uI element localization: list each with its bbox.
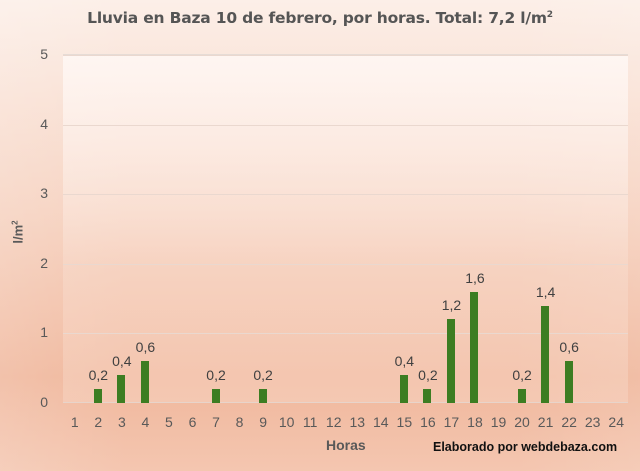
- gridline: [63, 263, 628, 265]
- bar-hour-3: [117, 375, 126, 403]
- data-label: 0,4: [112, 353, 132, 370]
- x-tick-label: 15: [396, 414, 413, 430]
- x-tick-label: 18: [467, 414, 483, 430]
- data-label: 1,2: [441, 297, 462, 314]
- bar-hour-2: [93, 389, 102, 403]
- gridline: [63, 333, 628, 335]
- data-label: 0,4: [394, 353, 415, 370]
- y-tick-label: 2: [40, 254, 48, 271]
- bar-hour-4: [140, 361, 149, 403]
- x-tick-label: 9: [259, 414, 267, 430]
- gridline: [63, 194, 628, 196]
- x-tick-label: 12: [325, 414, 342, 430]
- plot-area: 0,2 0,4 0,6 0,2 0,2 0,4 0,2 1,2 1,6 0,2 1,4 0,6: [63, 54, 628, 403]
- x-axis-line: [63, 402, 628, 403]
- gridline: [63, 124, 628, 126]
- data-label: 0,6: [135, 339, 156, 356]
- x-axis-label: Horas: [326, 437, 366, 453]
- x-tick-label: 3: [117, 414, 126, 430]
- data-label: 0,2: [418, 367, 438, 384]
- x-tick-label: 1: [70, 414, 79, 430]
- data-label: 1,6: [465, 269, 485, 286]
- bar-hour-7: [211, 389, 220, 403]
- x-tick-label: 13: [349, 414, 366, 430]
- x-tick-label: 11: [302, 414, 318, 430]
- credit-annotation: Elaborado por webdebaza.com: [433, 440, 618, 454]
- y-axis-label: l/m2: [10, 220, 26, 244]
- bar-hour-18: [470, 291, 479, 403]
- chart-title: Lluvia en Baza 10 de febrero, por horas.…: [87, 9, 553, 27]
- bar-hour-16: [423, 389, 432, 403]
- y-tick-label: 3: [40, 185, 48, 202]
- x-tick-label: 4: [141, 414, 150, 430]
- bar-hour-9: [258, 389, 267, 403]
- gridline: [63, 55, 628, 56]
- data-label: 0,2: [512, 367, 532, 384]
- data-label: 0,2: [88, 367, 109, 384]
- bar-hour-20: [517, 389, 526, 403]
- y-tick-label: 1: [40, 324, 48, 341]
- x-tick-label: 6: [188, 414, 197, 430]
- y-tick-label: 5: [40, 46, 48, 62]
- x-tick-label: 7: [212, 414, 220, 430]
- x-tick-label: 10: [278, 414, 295, 430]
- x-tick-label: 19: [490, 414, 507, 430]
- bar-hour-17: [446, 319, 455, 403]
- x-tick-label: 2: [94, 414, 103, 430]
- y-tick-label: 0: [40, 394, 48, 410]
- data-label: 0,6: [559, 339, 579, 356]
- x-tick-label: 21: [537, 414, 554, 430]
- x-tick-label: 8: [235, 414, 244, 430]
- data-label: 0,2: [206, 367, 226, 384]
- bar-hour-15: [399, 375, 408, 403]
- bar-hour-22: [564, 361, 573, 403]
- x-tick-label: 5: [165, 414, 173, 430]
- x-tick-label: 17: [443, 414, 460, 430]
- x-tick-label: 20: [514, 414, 530, 430]
- bar-hour-21: [541, 305, 550, 403]
- x-tick-label: 16: [420, 414, 436, 430]
- data-label: 0,2: [253, 367, 273, 384]
- data-label: 1,4: [535, 283, 556, 300]
- x-tick-label: 23: [584, 414, 601, 430]
- y-tick-label: 4: [40, 115, 48, 132]
- x-tick-label: 14: [373, 414, 389, 430]
- x-tick-label: 24: [608, 414, 624, 430]
- x-tick-label: 22: [561, 414, 577, 430]
